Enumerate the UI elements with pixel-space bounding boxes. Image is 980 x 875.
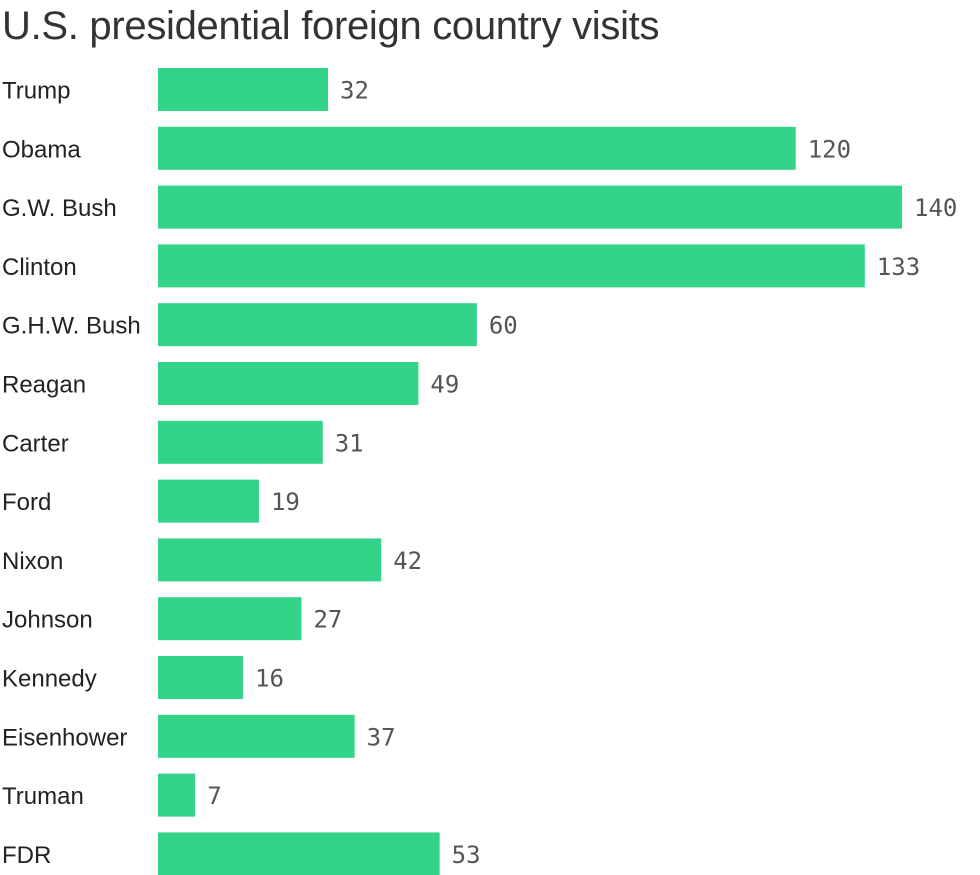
category-label: Kennedy (2, 666, 97, 693)
value-label: 16 (255, 665, 284, 693)
value-label: 7 (207, 782, 221, 810)
bar (158, 362, 419, 405)
category-label: Obama (2, 136, 81, 163)
bar-row: G.W. Bush 140 (2, 185, 957, 229)
bar (158, 244, 865, 288)
category-label: Clinton (2, 254, 77, 281)
category-label: Johnson (2, 607, 93, 634)
bar-row: Nixon 42 (2, 538, 422, 582)
bar (158, 832, 440, 875)
bar-row: Eisenhower 37 (2, 714, 396, 758)
value-label: 120 (808, 135, 851, 163)
chart-title: U.S. presidential foreign country visits (2, 4, 660, 48)
category-label: Eisenhower (2, 724, 127, 751)
value-label: 37 (367, 723, 396, 751)
bar-row: Johnson 27 (2, 597, 342, 641)
bar (158, 420, 323, 464)
bar (158, 597, 302, 641)
bar-row: Clinton 133 (2, 244, 920, 288)
bar-row: Kennedy 16 (2, 656, 284, 699)
bar (158, 68, 329, 111)
bar (158, 656, 244, 699)
bar-row: Trump 32 (2, 68, 369, 111)
category-label: Reagan (2, 372, 86, 399)
category-label: Ford (2, 489, 51, 516)
bar (158, 479, 259, 523)
bar-row: G.H.W. Bush 60 (2, 303, 518, 347)
value-label: 31 (335, 429, 364, 457)
bar-row: Obama 120 (2, 126, 851, 170)
bar (158, 773, 196, 817)
category-label: Carter (2, 430, 69, 457)
value-label: 27 (313, 606, 342, 634)
category-label: FDR (2, 842, 51, 869)
bar (158, 126, 796, 170)
category-label: G.W. Bush (2, 195, 117, 222)
bar (158, 538, 382, 582)
value-label: 53 (452, 841, 481, 869)
bar (158, 714, 355, 758)
value-label: 60 (489, 312, 518, 340)
value-label: 42 (393, 547, 422, 575)
value-label: 19 (271, 488, 300, 516)
bar (158, 303, 477, 347)
value-label: 133 (877, 253, 920, 281)
bar-row: Carter 31 (2, 420, 364, 464)
value-label: 49 (430, 371, 459, 399)
value-label: 32 (340, 77, 369, 105)
bar-row: FDR 53 (2, 832, 481, 875)
bar-row: Reagan 49 (2, 362, 459, 405)
bar (158, 185, 902, 229)
category-label: Truman (2, 783, 84, 810)
bar-row: Truman 7 (2, 773, 222, 817)
category-label: Nixon (2, 548, 63, 575)
value-label: 140 (914, 194, 957, 222)
category-label: Trump (2, 78, 70, 105)
category-label: G.H.W. Bush (2, 313, 141, 340)
bar-row: Ford 19 (2, 479, 300, 523)
